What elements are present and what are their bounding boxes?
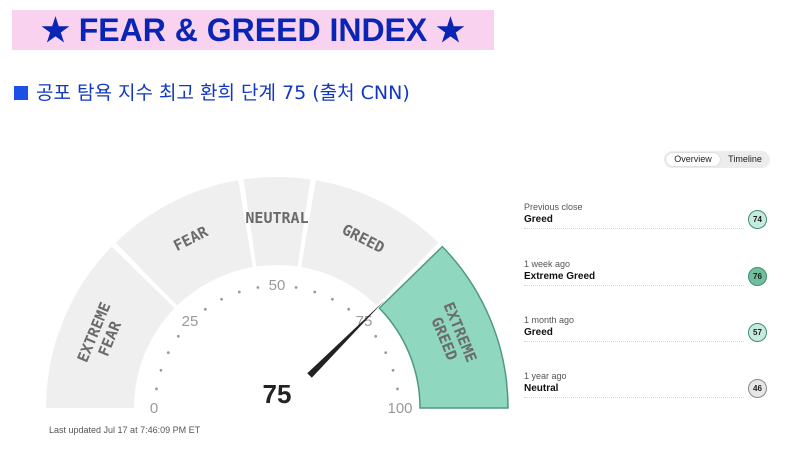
gauge-segment-extreme-greed xyxy=(378,245,509,409)
square-bullet-icon xyxy=(14,86,28,100)
toggle-timeline[interactable]: Timeline xyxy=(728,154,762,164)
history-divider xyxy=(524,228,744,229)
history-item-previous-close: Previous close Greed 74 xyxy=(524,202,769,242)
gauge-tick-dot xyxy=(203,307,207,311)
gauge-segment-extreme-fear xyxy=(46,246,175,408)
gauge-tick-dot xyxy=(347,307,351,311)
history-value-badge: 76 xyxy=(748,267,767,286)
subtitle-text: 공포 탐욕 지수 최고 환희 단계 75 (출처 CNN) xyxy=(36,82,410,104)
gauge-tick-dot xyxy=(256,286,260,289)
gauge-tick-dot xyxy=(155,387,158,391)
gauge-tick-dot xyxy=(294,286,298,289)
gauge-hub xyxy=(229,360,325,408)
gauge-tick-dot xyxy=(396,387,399,391)
banner-title: ★ FEAR & GREED INDEX ★ xyxy=(12,10,494,50)
history-rating: Greed xyxy=(524,327,553,338)
gauge-tick-dot xyxy=(237,290,241,294)
history-divider xyxy=(524,341,744,342)
gauge-tick-dot xyxy=(391,368,395,372)
history-value-badge: 46 xyxy=(748,379,767,398)
view-toggle: Overview Timeline xyxy=(664,151,770,168)
gauge-tick-dot xyxy=(384,351,388,355)
gauge-tick-dot xyxy=(176,334,180,338)
history-period: 1 week ago xyxy=(524,259,571,269)
history-rating: Neutral xyxy=(524,383,559,394)
history-value-badge: 74 xyxy=(748,210,767,229)
gauge-tick-label: 50 xyxy=(269,277,286,294)
history-divider xyxy=(524,397,744,398)
gauge-tick-dot xyxy=(330,297,334,301)
toggle-overview[interactable]: Overview xyxy=(666,153,720,166)
gauge-tick-label: 0 xyxy=(150,400,158,417)
history-rating: Extreme Greed xyxy=(524,271,596,282)
history-divider xyxy=(524,285,744,286)
gauge-label-neutral: NEUTRAL xyxy=(245,209,308,227)
history-period: Previous close xyxy=(524,202,583,212)
history-item-1-year: 1 year ago Neutral 46 xyxy=(524,371,769,411)
gauge-segment-greed xyxy=(301,180,439,306)
last-updated-text: Last updated Jul 17 at 7:46:09 PM ET xyxy=(49,425,201,435)
history-value-badge: 57 xyxy=(748,323,767,342)
gauge-tick-dot xyxy=(374,334,378,338)
gauge-tick-label: 25 xyxy=(182,313,199,330)
gauge-tick-dot xyxy=(166,351,170,355)
gauge-tick-label: 100 xyxy=(387,400,412,417)
history-period: 1 year ago xyxy=(524,371,567,381)
gauge-tick-dot xyxy=(313,290,317,294)
history-item-1-month: 1 month ago Greed 57 xyxy=(524,315,769,355)
gauge-needle xyxy=(307,300,385,378)
history-period: 1 month ago xyxy=(524,315,575,325)
subtitle: 공포 탐욕 지수 최고 환희 단계 75 (출처 CNN) xyxy=(14,80,410,106)
gauge-segment-fear xyxy=(115,180,253,306)
history-rating: Greed xyxy=(524,214,553,225)
gauge-segment-neutral xyxy=(243,177,311,267)
gauge-label-extreme-fear: EXTREMEFEAR xyxy=(74,300,131,372)
history-item-1-week: 1 week ago Extreme Greed 76 xyxy=(524,259,769,299)
gauge-tick-dot xyxy=(159,368,163,372)
gauge-value: 75 xyxy=(263,379,292,409)
gauge-tick-dot xyxy=(220,297,224,301)
